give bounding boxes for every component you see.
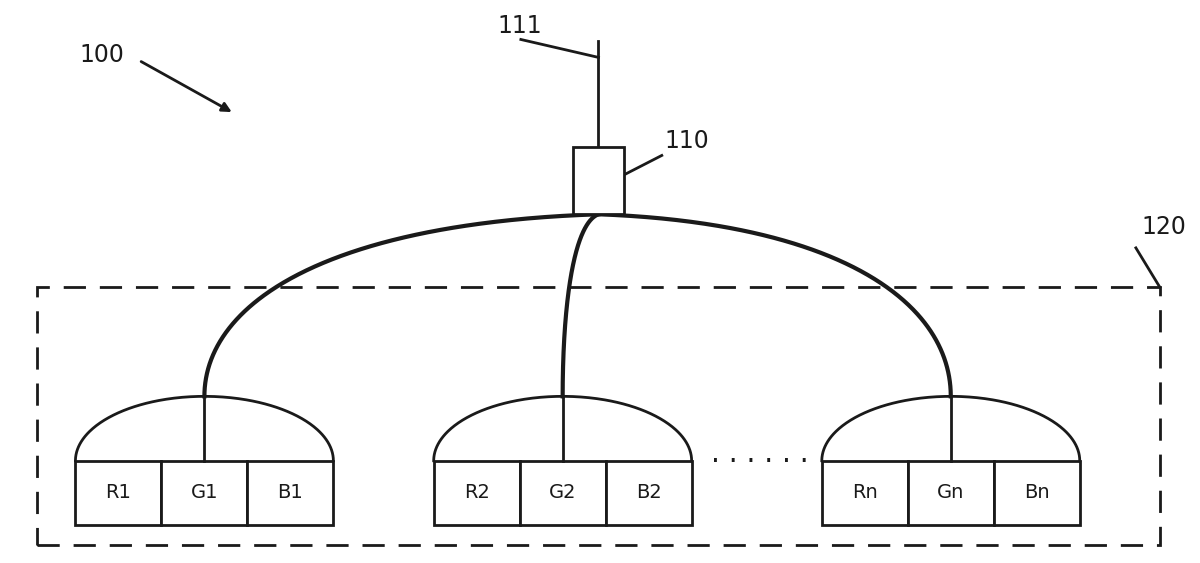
Bar bbox=[247, 461, 334, 525]
Bar bbox=[994, 461, 1080, 525]
Bar bbox=[433, 461, 520, 525]
Text: Gn: Gn bbox=[937, 484, 965, 503]
Text: B1: B1 bbox=[277, 484, 304, 503]
Text: · · · · · ·: · · · · · · bbox=[710, 448, 809, 476]
Bar bbox=[907, 461, 994, 525]
Text: G1: G1 bbox=[191, 484, 218, 503]
Bar bbox=[37, 287, 1159, 545]
Text: 110: 110 bbox=[664, 129, 709, 153]
Text: 111: 111 bbox=[497, 14, 541, 38]
Bar bbox=[606, 461, 691, 525]
Text: R1: R1 bbox=[106, 484, 131, 503]
Bar bbox=[162, 461, 247, 525]
Bar bbox=[520, 461, 606, 525]
Bar bbox=[574, 147, 624, 215]
Text: R2: R2 bbox=[463, 484, 490, 503]
Text: Bn: Bn bbox=[1024, 484, 1050, 503]
Bar bbox=[76, 461, 162, 525]
Bar bbox=[822, 461, 907, 525]
Text: 100: 100 bbox=[79, 43, 124, 66]
Text: 120: 120 bbox=[1142, 216, 1187, 239]
Text: G2: G2 bbox=[548, 484, 576, 503]
Text: Rn: Rn bbox=[852, 484, 877, 503]
Text: B2: B2 bbox=[636, 484, 661, 503]
